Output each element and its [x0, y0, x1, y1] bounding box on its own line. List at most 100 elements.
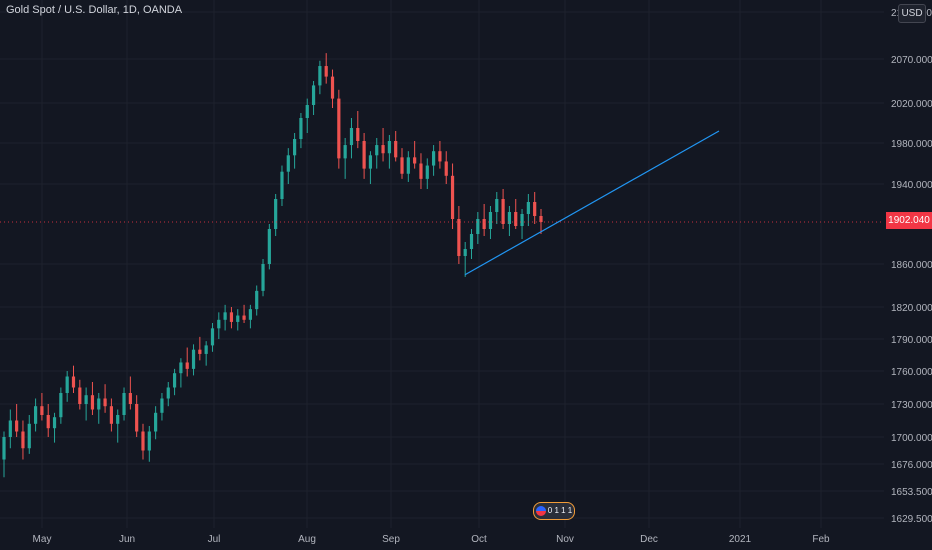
candle [21, 420, 25, 460]
candle [432, 145, 436, 176]
date-tick-label: Oct [471, 534, 487, 545]
candle [425, 158, 429, 189]
economic-events-badge[interactable]: 0 1 1 1 1 [533, 502, 575, 520]
candle [109, 398, 113, 432]
candle [128, 376, 132, 410]
candle [299, 113, 303, 149]
candle [311, 81, 316, 115]
price-tick-label: 1700.000 [891, 433, 932, 444]
candle [33, 398, 38, 432]
trendline[interactable] [464, 130, 720, 276]
us-flag-icon [535, 505, 546, 516]
last-price-label: 1902.040 [886, 212, 932, 229]
candle [330, 69, 335, 108]
candle [15, 404, 19, 437]
date-tick-label: Aug [298, 534, 316, 545]
candle [280, 165, 284, 206]
candle [97, 393, 101, 424]
candle [217, 312, 221, 339]
candle [46, 404, 50, 437]
candle [223, 304, 227, 331]
candle [255, 285, 259, 316]
candle [59, 387, 63, 424]
price-tick-label: 1629.500 [891, 514, 932, 525]
currency-button[interactable]: USD [898, 4, 926, 23]
date-tick-label: Jul [208, 534, 221, 545]
candle [274, 194, 278, 236]
candle [495, 192, 499, 224]
candle [488, 206, 493, 239]
candle [267, 224, 271, 270]
candle [135, 395, 139, 437]
candle [375, 138, 379, 169]
candle [78, 379, 82, 410]
candle [90, 382, 95, 415]
grid-lines [0, 0, 884, 528]
candle [122, 387, 126, 421]
candle [210, 323, 215, 352]
price-tick-label: 1940.000 [891, 180, 932, 191]
candle [154, 406, 158, 440]
candle [482, 204, 486, 236]
candle [185, 347, 189, 377]
price-axis[interactable]: 2110.0002070.0002020.0001980.0001940.000… [891, 8, 932, 525]
date-axis[interactable]: May Jun Jul Aug Sep Oct Nov Dec 2021 Feb [33, 534, 831, 545]
candle [40, 393, 44, 421]
candle [65, 371, 69, 402]
date-tick-label: 2021 [729, 534, 752, 545]
date-tick-label: May [33, 534, 52, 545]
candle [305, 98, 309, 133]
candle [261, 259, 265, 297]
candle [507, 206, 512, 236]
candle [444, 151, 448, 184]
candle [84, 387, 88, 421]
candle [337, 89, 341, 169]
price-tick-label: 2020.000 [891, 99, 932, 110]
candle [8, 409, 12, 449]
candle [141, 423, 145, 460]
date-tick-label: Nov [556, 534, 574, 545]
price-tick-label: 1760.000 [891, 367, 932, 378]
candle [179, 358, 183, 388]
candle [419, 153, 423, 189]
candle [52, 412, 57, 443]
candle [27, 415, 31, 454]
candle [438, 141, 442, 169]
price-tick-label: 1790.000 [891, 335, 932, 346]
candle [501, 189, 505, 229]
price-tick-label: 1860.000 [891, 260, 932, 271]
candle [413, 141, 417, 169]
candle [520, 209, 524, 239]
candle [324, 53, 328, 84]
candle [318, 60, 322, 95]
date-tick-label: Feb [812, 534, 830, 545]
candle [229, 307, 234, 329]
date-tick-label: Dec [640, 534, 658, 545]
price-tick-label: 2070.000 [891, 55, 932, 66]
candle [172, 368, 177, 396]
symbol-title: Gold Spot / U.S. Dollar, 1D, OANDA [6, 4, 183, 16]
candle [286, 148, 290, 184]
candle [356, 111, 360, 149]
candle [400, 148, 404, 179]
candles [2, 53, 543, 478]
candle [242, 304, 246, 323]
candle [526, 194, 530, 226]
candle [293, 133, 297, 169]
candle [394, 131, 398, 162]
candle [514, 199, 518, 229]
candle [147, 426, 151, 462]
candle [368, 151, 373, 184]
price-tick-label: 1980.000 [891, 139, 932, 150]
candle [533, 192, 537, 224]
price-tick-label: 1653.500 [891, 487, 932, 498]
candle [191, 344, 196, 376]
date-tick-label: Jun [119, 534, 135, 545]
candle [381, 128, 385, 162]
candle [248, 304, 252, 329]
candle [476, 212, 480, 244]
candle [71, 365, 76, 393]
candle [166, 382, 170, 407]
